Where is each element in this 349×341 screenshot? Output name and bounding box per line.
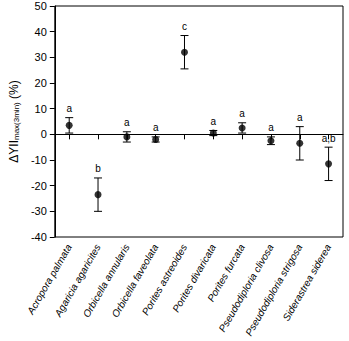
- svg-text:a: a: [268, 122, 274, 133]
- svg-text:30: 30: [35, 51, 47, 63]
- svg-text:Siderastrea siderea: Siderastrea siderea: [281, 242, 334, 323]
- svg-text:a: a: [153, 122, 159, 133]
- svg-text:0: 0: [41, 128, 47, 140]
- svg-text:b: b: [95, 163, 101, 174]
- svg-text:a,b: a,b: [322, 133, 336, 144]
- svg-text:Agaricia agaricites: Agaricia agaricites: [52, 242, 103, 319]
- svg-text:a: a: [239, 108, 245, 119]
- svg-text:a: a: [211, 116, 217, 127]
- svg-text:Orbicella faveolata: Orbicella faveolata: [109, 242, 161, 320]
- svg-text:20: 20: [35, 77, 47, 89]
- svg-text:-30: -30: [31, 205, 47, 217]
- svg-text:-40: -40: [31, 231, 47, 243]
- svg-text:max(3min): max(3min): [12, 102, 21, 140]
- svg-text:Porites divaricata: Porites divaricata: [170, 242, 218, 314]
- svg-text:a: a: [124, 117, 130, 128]
- svg-text:40: 40: [35, 26, 47, 38]
- svg-text:(%): (%): [7, 80, 21, 102]
- svg-text:ΔYII: ΔYII: [7, 140, 21, 163]
- svg-text:Pseudodiploria strigosa: Pseudodiploria strigosa: [243, 242, 305, 338]
- svg-text:50: 50: [35, 0, 47, 12]
- svg-text:Porites furcata: Porites furcata: [205, 242, 247, 304]
- svg-text:Orbicella annularis: Orbicella annularis: [80, 242, 132, 320]
- svg-text:-20: -20: [31, 180, 47, 192]
- svg-text:a: a: [297, 112, 303, 123]
- svg-text:Pseudodiploria clivosa: Pseudodiploria clivosa: [217, 242, 276, 334]
- svg-text:10: 10: [35, 103, 47, 115]
- svg-text:-10: -10: [31, 154, 47, 166]
- svg-text:Acropora palmata: Acropora palmata: [25, 242, 74, 316]
- svg-text:Porites astreoides: Porites astreoides: [139, 242, 190, 317]
- svg-text:a: a: [66, 103, 72, 114]
- svg-text:c: c: [182, 21, 187, 32]
